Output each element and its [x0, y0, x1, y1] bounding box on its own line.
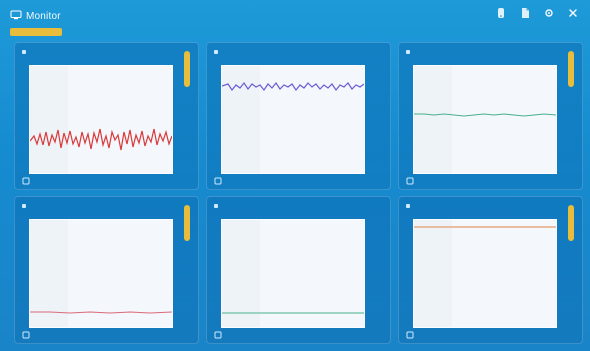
panel-expand-icon[interactable]: [213, 177, 223, 185]
y-ticks: [567, 243, 577, 331]
y-ticks: [183, 89, 193, 177]
app-title: Monitor: [26, 10, 61, 22]
panel-icon: [21, 49, 27, 57]
y-range-handle[interactable]: [568, 205, 574, 241]
trace-svg: [222, 66, 364, 173]
y-ticks: [375, 243, 385, 331]
plot-area[interactable]: [221, 219, 365, 328]
y-range-handle[interactable]: [184, 51, 190, 87]
panel-icon: [405, 203, 411, 211]
panel-side-controls: [375, 205, 385, 333]
panel-expand-icon[interactable]: [21, 331, 31, 339]
close-icon[interactable]: [566, 6, 580, 20]
panel-time-axis: [222, 212, 362, 219]
series-line: [414, 113, 556, 117]
panel-time-axis: [222, 58, 362, 65]
settings-icon[interactable]: [542, 6, 556, 20]
panel-expand-icon[interactable]: [405, 177, 415, 185]
trace-svg: [414, 220, 556, 327]
x-axis-label: [447, 178, 507, 186]
y-ticks: [567, 89, 577, 177]
x-axis-label: [63, 332, 123, 340]
panel-expand-icon[interactable]: [213, 331, 223, 339]
panel-expand-icon[interactable]: [405, 331, 415, 339]
active-tab-indicator[interactable]: [10, 28, 62, 36]
panel-time-axis: [30, 212, 170, 219]
chart-panel-6: [398, 196, 583, 344]
y-ticks: [183, 243, 193, 331]
panel-side-controls: [183, 205, 193, 333]
series-line: [30, 128, 172, 151]
document-icon[interactable]: [518, 6, 532, 20]
chart-panel-3: [398, 42, 583, 190]
device-icon[interactable]: [494, 6, 508, 20]
panel-side-controls: [183, 51, 193, 179]
brand: Monitor: [10, 7, 61, 25]
sub-bar: [0, 26, 590, 38]
chart-panel-2: [206, 42, 391, 190]
panel-title: [21, 202, 168, 212]
x-axis-label: [63, 178, 123, 186]
series-line: [222, 81, 364, 92]
panel-side-controls: [567, 51, 577, 179]
chart-panel-1: [14, 42, 199, 190]
plot-area[interactable]: [29, 219, 173, 328]
y-range-handle[interactable]: [184, 205, 190, 241]
x-axis-label: [255, 332, 315, 340]
y-ticks: [375, 89, 385, 177]
plot-area[interactable]: [29, 65, 173, 174]
trace-svg: [30, 66, 172, 173]
chart-panel-5: [206, 196, 391, 344]
trace-svg: [222, 220, 364, 327]
panel-title: [405, 48, 552, 58]
x-axis-label: [447, 332, 507, 340]
panel-icon: [213, 203, 219, 211]
trace-svg: [414, 66, 556, 173]
series-line: [30, 311, 172, 314]
plot-area[interactable]: [413, 65, 557, 174]
plot-area[interactable]: [413, 219, 557, 328]
panel-time-axis: [414, 212, 554, 219]
panel-title: [213, 202, 360, 212]
monitor-icon: [10, 7, 22, 25]
panel-side-controls: [567, 205, 577, 333]
panel-icon: [21, 203, 27, 211]
y-range-handle[interactable]: [568, 51, 574, 87]
trace-svg: [30, 220, 172, 327]
panel-icon: [405, 49, 411, 57]
panel-side-controls: [375, 51, 385, 179]
panel-time-axis: [414, 58, 554, 65]
x-axis-label: [255, 178, 315, 186]
panel-title: [21, 48, 168, 58]
panel-title: [405, 202, 552, 212]
plot-area[interactable]: [221, 65, 365, 174]
chart-grid: [14, 42, 583, 344]
chart-panel-4: [14, 196, 199, 344]
panel-title: [213, 48, 360, 58]
panel-icon: [213, 49, 219, 57]
top-bar: Monitor: [0, 0, 590, 26]
panel-expand-icon[interactable]: [21, 177, 31, 185]
top-icons: [494, 6, 580, 20]
panel-time-axis: [30, 58, 170, 65]
